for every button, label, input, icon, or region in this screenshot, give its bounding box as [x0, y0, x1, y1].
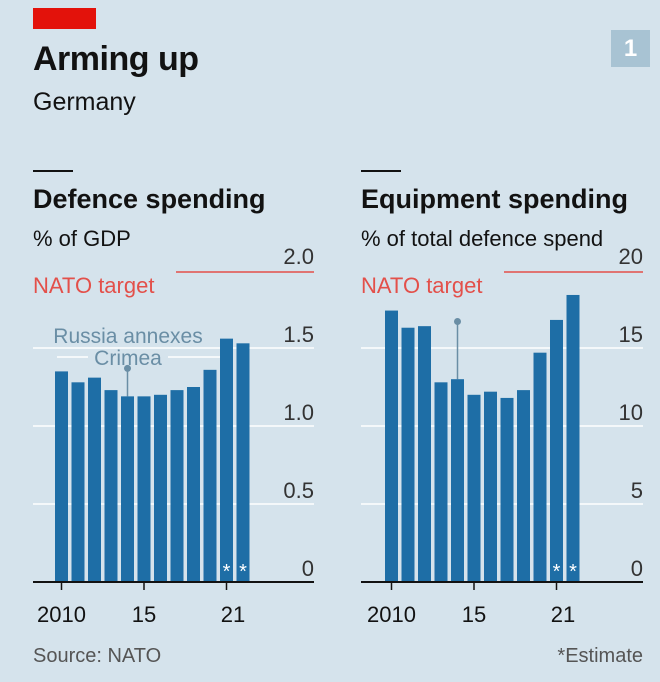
- source-note: Source: NATO: [33, 645, 162, 667]
- bar: [71, 382, 85, 582]
- y-tick-label: 10: [619, 400, 643, 425]
- y-tick-label: 2.0: [283, 244, 314, 269]
- annotation-text: Russia annexes: [53, 325, 202, 348]
- chart-number-badge: 1: [611, 30, 650, 67]
- annotation-dot: [454, 317, 461, 325]
- bar: [203, 369, 217, 582]
- panel-subtitle: % of GDP: [33, 226, 131, 251]
- y-tick-label: 15: [619, 322, 643, 347]
- page-title: Arming up: [33, 40, 199, 78]
- bar: [220, 338, 233, 582]
- bar: [451, 379, 464, 582]
- x-tick-label: 2010: [37, 602, 86, 627]
- bar: [137, 396, 151, 582]
- annotation-text: Crimea: [94, 347, 162, 370]
- panel-rule: [33, 170, 73, 172]
- y-tick-label: 0: [631, 556, 643, 581]
- bar: [104, 390, 118, 582]
- panel-rule: [361, 170, 401, 172]
- bar: [187, 387, 200, 582]
- panel-title: Equipment spending: [361, 184, 628, 214]
- x-tick-label: 15: [462, 602, 486, 627]
- bar: [500, 397, 514, 582]
- y-tick-label: 1.0: [283, 400, 314, 425]
- bar: [434, 382, 448, 582]
- x-tick-label: 15: [132, 602, 156, 627]
- panel-title: Defence spending: [33, 184, 266, 214]
- y-tick-label: 0: [302, 556, 314, 581]
- estimate-marker: *: [553, 561, 561, 583]
- panel-subtitle: % of total defence spend: [361, 226, 603, 251]
- bar: [484, 391, 497, 582]
- bar: [170, 390, 184, 582]
- bar: [236, 343, 250, 582]
- x-tick-label: 2010: [367, 602, 416, 627]
- bar: [467, 394, 481, 582]
- bar: [550, 319, 563, 582]
- bar: [55, 371, 68, 582]
- bar: [88, 377, 101, 582]
- estimate-marker: *: [239, 561, 247, 583]
- bar: [566, 294, 580, 582]
- nato-target-label: NATO target: [33, 273, 154, 298]
- bar: [517, 390, 530, 582]
- y-tick-label: 5: [631, 478, 643, 503]
- y-tick-label: 0.5: [283, 478, 314, 503]
- bar: [401, 327, 415, 582]
- x-tick-label: 21: [551, 602, 575, 627]
- y-tick-label: 20: [619, 244, 643, 269]
- brand-red-tag: [33, 8, 96, 29]
- bar: [154, 394, 167, 582]
- estimate-note: *Estimate: [557, 645, 643, 667]
- y-tick-label: 1.5: [283, 322, 314, 347]
- bar: [533, 352, 547, 582]
- bar: [121, 396, 134, 582]
- bar: [418, 326, 431, 582]
- nato-target-label: NATO target: [361, 273, 482, 298]
- estimate-marker: *: [569, 561, 577, 583]
- bar: [385, 310, 398, 582]
- estimate-marker: *: [223, 561, 231, 583]
- page-subtitle: Germany: [33, 88, 136, 116]
- x-tick-label: 21: [221, 602, 245, 627]
- annotation-dot: [124, 364, 131, 372]
